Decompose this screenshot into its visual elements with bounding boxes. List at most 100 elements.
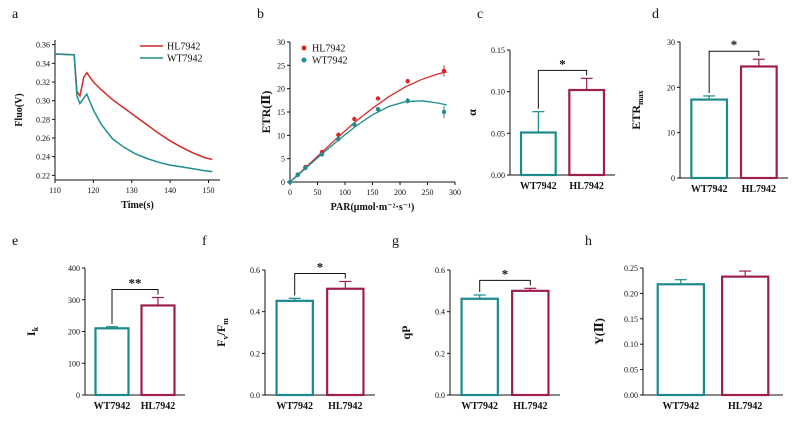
x-category-label: HL7942 xyxy=(328,401,362,412)
panel-label-f: f xyxy=(202,234,207,249)
y-axis-title-main: F xyxy=(214,340,228,347)
bar-wt7942 xyxy=(94,327,130,397)
y-tick-label: 200 xyxy=(68,328,80,337)
y-axis-title-mid: /F xyxy=(214,325,228,337)
x-category-label: WT7942 xyxy=(691,184,728,195)
y-tick-label: 0.34 xyxy=(36,59,50,68)
y-tick-label: 20 xyxy=(667,83,675,92)
panel-e: e 0 100 200 300 400 WT7942 HL7942 ** Ik xyxy=(12,234,185,412)
y-axis-title: qP xyxy=(399,325,413,339)
y-tick-label: 0.22 xyxy=(36,171,50,180)
y-axis-title: ETRmax xyxy=(629,90,645,129)
y-tick-label: 0.0 xyxy=(250,391,260,400)
x-tick-label: 110 xyxy=(49,186,61,195)
data-point-wt7942 xyxy=(441,109,447,115)
data-point-hl7942 xyxy=(375,96,381,101)
chart-c: 0.00 0.05 0.10 0.15 WT7942 HL7942 * α xyxy=(465,46,615,192)
y-tick-label: 0.15 xyxy=(491,46,505,55)
y-tick-label: 5 xyxy=(281,155,285,164)
y-tick-label: 0.4 xyxy=(250,308,260,317)
y-tick-label: 25 xyxy=(277,61,285,70)
panel-label-d: d xyxy=(652,7,659,22)
panel-label-h: h xyxy=(585,234,592,249)
panel-f: f 0.0 0.2 0.4 0.6 WT7942 HL7942 * Fv/Fm xyxy=(202,234,375,412)
y-tick-label: 0.32 xyxy=(36,78,50,87)
legend-swatch xyxy=(301,57,307,63)
chart-g: 0.0 0.2 0.4 0.6 WT7942 HL7942 * qP xyxy=(399,266,560,412)
y-tick-label: 100 xyxy=(68,359,80,368)
y-axis-title: Y(Ⅱ) xyxy=(592,318,606,345)
data-point-hl7942 xyxy=(336,132,341,138)
y-axis-title-main: Y(Ⅱ) xyxy=(592,318,606,345)
x-axis-title: PAR(μmol·m⁻²·s⁻¹) xyxy=(331,202,415,213)
data-point-wt7942 xyxy=(352,122,357,127)
panel-label-b: b xyxy=(257,7,264,22)
y-tick-label: 0.30 xyxy=(36,97,50,106)
data-point-wt7942 xyxy=(375,107,381,112)
significance-marker: * xyxy=(559,56,566,71)
significance-marker: * xyxy=(731,37,738,52)
x-tick-label: 130 xyxy=(126,186,138,195)
significance-marker: * xyxy=(502,266,509,281)
y-tick-label: 300 xyxy=(68,296,80,305)
y-axis-title: Fluo(V) xyxy=(14,93,25,126)
panel-h: h 0.00 0.05 0.10 0.15 0.20 0.25 WT7942 HL7942 Y(… xyxy=(585,234,783,412)
series-line-hl7942 xyxy=(54,53,213,161)
y-tick-label: 0.05 xyxy=(624,366,638,375)
data-point-wt7942 xyxy=(287,179,293,185)
panel-c: c 0.00 0.05 0.10 0.15 WT7942 HL7942 * α xyxy=(465,7,615,192)
legend-label: WT7942 xyxy=(312,56,348,67)
x-tick-label: 250 xyxy=(422,188,434,197)
significance-bracket xyxy=(111,289,159,324)
y-axis-title: Fv/Fm xyxy=(214,318,230,347)
panel-label-g: g xyxy=(392,234,399,249)
y-tick-label: 0.6 xyxy=(250,266,260,275)
panel-label-a: a xyxy=(12,7,19,22)
chart-f: 0.0 0.2 0.4 0.6 WT7942 HL7942 * Fv/Fm xyxy=(214,259,375,412)
panel-d: d 0 10 20 30 WT7942 HL7942 * ETRmax xyxy=(629,7,788,195)
panel-a: a 0.22 0.24 0.26 0.28 0.30 0.32 0.34 0.36 110 120… xyxy=(12,7,220,211)
x-tick-label: 50 xyxy=(314,188,322,197)
bar-hl7942 xyxy=(326,287,365,397)
y-tick-label: 30 xyxy=(277,38,285,47)
x-category-label: HL7942 xyxy=(569,181,603,192)
significance-marker: * xyxy=(317,259,324,274)
data-point-hl7942 xyxy=(405,79,410,84)
y-axis-title: Ik xyxy=(24,326,40,336)
data-point-wt7942 xyxy=(336,136,341,142)
significance-bracket xyxy=(294,272,346,296)
bar-hl7942 xyxy=(140,304,176,397)
y-axis-title: ETR(Ⅱ) xyxy=(259,91,273,134)
y-tick-label: 0.20 xyxy=(624,289,638,298)
y-axis-title-subscript: k xyxy=(31,326,40,331)
y-tick-label: 0.6 xyxy=(435,266,445,275)
bar-wt7942 xyxy=(460,297,499,397)
x-tick-label: 120 xyxy=(87,186,99,195)
y-tick-label: 0.36 xyxy=(36,41,50,50)
y-tick-label: 0.00 xyxy=(624,391,638,400)
significance-marker: ** xyxy=(129,276,142,291)
legend-label: HL7942 xyxy=(312,44,345,55)
y-tick-label: 0.4 xyxy=(435,308,445,317)
x-tick-label: 140 xyxy=(164,186,176,195)
y-axis-title: α xyxy=(465,109,479,116)
panel-label-e: e xyxy=(12,234,18,249)
y-tick-label: 0.26 xyxy=(36,134,50,143)
y-tick-label: 30 xyxy=(667,38,675,47)
panel-g: g 0.0 0.2 0.4 0.6 WT7942 HL7942 * qP xyxy=(392,234,560,412)
y-tick-label: 0.10 xyxy=(624,340,638,349)
x-tick-label: 200 xyxy=(394,188,406,197)
y-tick-label: 0.05 xyxy=(491,129,505,138)
x-category-label: WT7942 xyxy=(520,181,557,192)
y-axis-title-main: α xyxy=(465,109,479,116)
y-tick-label: 0.10 xyxy=(491,88,505,97)
y-axis-title-subscript-2: m xyxy=(221,318,230,325)
significance-bracket xyxy=(479,279,531,292)
chart-h: 0.00 0.05 0.10 0.15 0.20 0.25 WT7942 HL7942 Y(Ⅱ) xyxy=(592,264,783,412)
y-tick-label: 0.0 xyxy=(435,391,445,400)
bar-hl7942 xyxy=(511,289,550,397)
x-tick-label: 150 xyxy=(202,186,214,195)
bar-hl7942 xyxy=(568,88,606,177)
